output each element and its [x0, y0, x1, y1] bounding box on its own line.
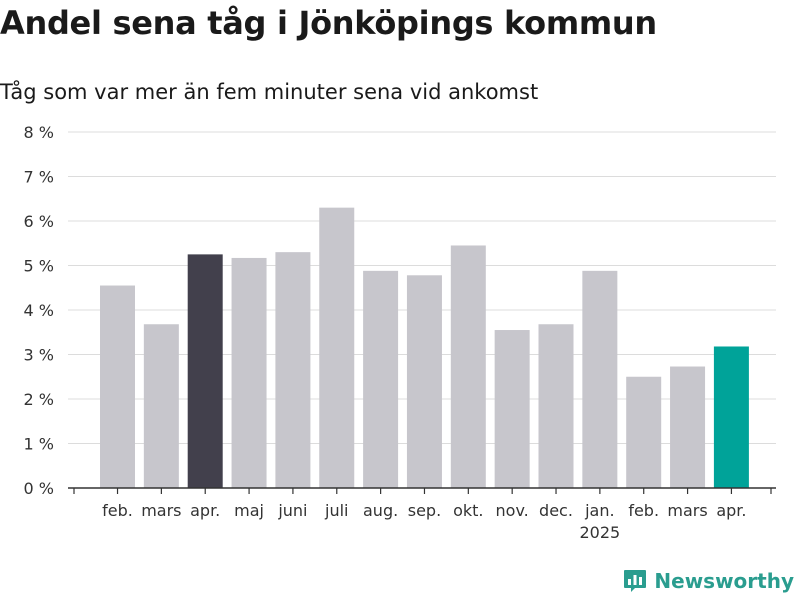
x-tick-label: apr.: [716, 501, 746, 520]
bar: [100, 285, 135, 488]
x-tick-label: dec.: [539, 501, 573, 520]
chart-subtitle: Tåg som var mer än fem minuter sena vid …: [0, 80, 539, 104]
brand-name: Newsworthy: [654, 569, 794, 593]
bar: [319, 207, 355, 488]
y-tick-label: 8 %: [24, 123, 54, 142]
year-label: 2025: [579, 523, 620, 542]
bar: [670, 366, 706, 488]
bar: [231, 257, 267, 488]
bar: [143, 324, 179, 488]
x-tick-label: feb.: [628, 501, 659, 520]
x-tick-label: nov.: [496, 501, 529, 520]
y-tick-label: 0 %: [24, 479, 54, 498]
y-tick-label: 7 %: [24, 168, 54, 187]
bar: [275, 252, 311, 488]
chart-title: Andel sena tåg i Jönköpings kommun: [0, 4, 657, 42]
y-tick-label: 3 %: [24, 346, 54, 365]
x-tick-label: maj: [234, 501, 264, 520]
x-tick-label: apr.: [190, 501, 220, 520]
bar: [406, 275, 442, 488]
y-tick-label: 2 %: [24, 390, 54, 409]
x-tick-label: feb.: [102, 501, 133, 520]
bar: [538, 324, 574, 488]
x-tick-label: okt.: [453, 501, 483, 520]
x-tick-label: juni: [277, 501, 307, 520]
bar: [494, 330, 530, 488]
x-tick-label: sep.: [408, 501, 441, 520]
bar: [582, 270, 618, 488]
bar: [450, 245, 486, 488]
y-tick-label: 6 %: [24, 212, 54, 231]
bar: [713, 346, 749, 488]
bar: [363, 270, 399, 488]
bar: [187, 254, 223, 488]
brand-logo: Newsworthy: [622, 568, 794, 594]
y-tick-label: 1 %: [24, 435, 54, 454]
bar: [626, 376, 662, 488]
x-tick-label: jan.: [584, 501, 614, 520]
y-tick-label: 4 %: [24, 301, 54, 320]
y-tick-label: 5 %: [24, 257, 54, 276]
x-tick-label: mars: [667, 501, 707, 520]
newsworthy-logo-icon: [624, 570, 647, 592]
x-tick-label: juli: [324, 501, 348, 520]
x-tick-label: aug.: [363, 501, 398, 520]
x-tick-label: mars: [141, 501, 181, 520]
